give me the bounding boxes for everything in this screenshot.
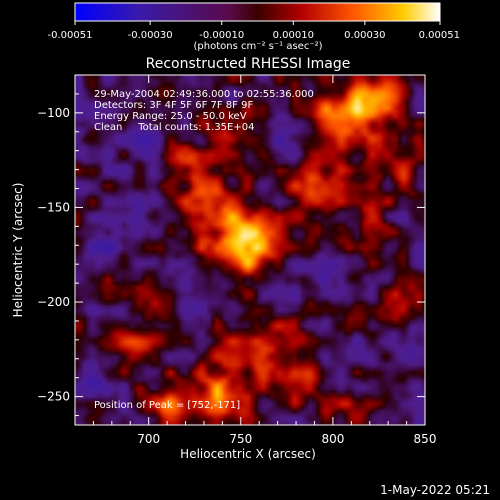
x-axis: 700 750 800 850 bbox=[92, 75, 437, 446]
x-axis-label: Heliocentric X (arcsec) bbox=[180, 447, 316, 461]
x-tick-label: 750 bbox=[229, 432, 252, 446]
colorbar-ticks: -0.00051 -0.00030 -0.00010 0.00010 0.00030 0.… bbox=[48, 21, 460, 41]
annotation-detectors: Detectors: 3F 4F 5F 6F 7F 8F 9F bbox=[94, 100, 253, 111]
y-axis-label: Heliocentric Y (arcsec) bbox=[11, 183, 25, 318]
plot-annotations: 29-May-2004 02:49:36.000 to 02:55:36.000… bbox=[94, 89, 314, 411]
annotation-clean-counts: Clean Total counts: 1.35E+04 bbox=[94, 122, 254, 133]
colorbar-unit-label: (photons cm⁻² s⁻¹ asec⁻²) bbox=[193, 41, 322, 52]
y-axis: −250 −200 −150 −100 bbox=[37, 74, 425, 417]
colorbar-tick-label: -0.00051 bbox=[48, 30, 93, 41]
colorbar-tick-label: -0.00030 bbox=[128, 30, 173, 41]
colorbar-tick-label: 0.00010 bbox=[273, 30, 314, 41]
x-tick-label: 850 bbox=[414, 432, 437, 446]
colorbar-gradient bbox=[74, 2, 441, 22]
chart-title: Reconstructed RHESSI Image bbox=[146, 56, 351, 72]
x-tick-label: 700 bbox=[137, 432, 160, 446]
plot-frame bbox=[74, 74, 426, 426]
timestamp: 1-May-2022 05:21 bbox=[380, 483, 490, 497]
heatmap-raster bbox=[75, 75, 425, 425]
colorbar: -0.00051 -0.00030 -0.00010 0.00010 0.00030 0.… bbox=[48, 2, 460, 52]
heatmap-image bbox=[75, 75, 425, 425]
y-tick-label: −200 bbox=[37, 295, 70, 309]
colorbar-tick-label: -0.00010 bbox=[199, 30, 244, 41]
annotation-time-range: 29-May-2004 02:49:36.000 to 02:55:36.000 bbox=[94, 89, 314, 100]
colorbar-tick-label: 0.00030 bbox=[344, 30, 385, 41]
annotation-energy-range: Energy Range: 25.0 - 50.0 keV bbox=[94, 111, 247, 122]
x-tick-label: 800 bbox=[321, 432, 344, 446]
colorbar-tick-label: 0.00051 bbox=[419, 30, 460, 41]
annotation-peak-position: Position of Peak = [752,-171] bbox=[94, 400, 240, 411]
y-tick-label: −250 bbox=[37, 390, 70, 404]
y-tick-label: −150 bbox=[37, 200, 70, 214]
y-tick-label: −100 bbox=[37, 106, 70, 120]
